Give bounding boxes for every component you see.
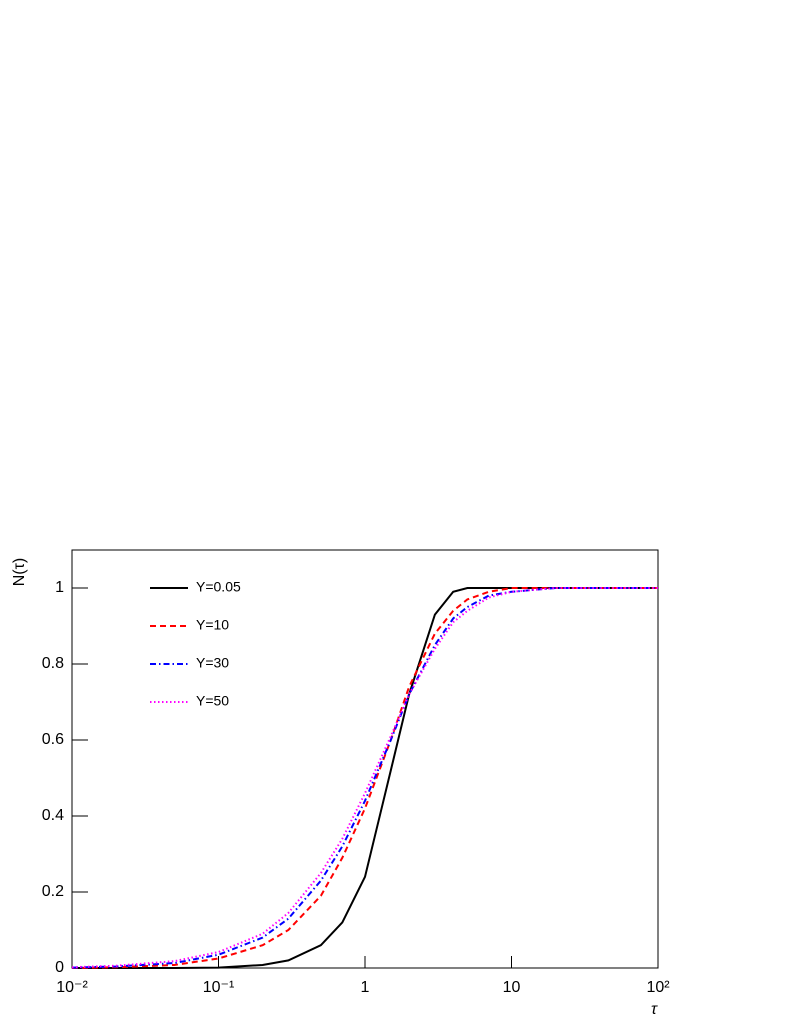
x-tick-label: 1 bbox=[361, 979, 370, 996]
y-tick-label: 0.6 bbox=[42, 731, 64, 748]
series-line bbox=[71, 587, 658, 969]
y-axis-label: N(τ) bbox=[11, 558, 28, 587]
plot-frame bbox=[71, 549, 659, 969]
series-line bbox=[71, 587, 658, 969]
legend-label: Y=0.05 bbox=[196, 579, 241, 595]
y-tick-label: 0.2 bbox=[42, 883, 64, 900]
x-axis-label: τ bbox=[651, 1001, 658, 1018]
series-line bbox=[71, 587, 658, 969]
x-tick-label: 10² bbox=[646, 979, 670, 996]
x-tick-label: 10⁻² bbox=[56, 979, 88, 996]
x-tick-label: 10 bbox=[503, 979, 521, 996]
y-tick-label: 0.8 bbox=[42, 655, 64, 672]
legend-label: Y=30 bbox=[196, 655, 229, 671]
legend-label: Y=50 bbox=[196, 693, 229, 709]
y-tick-label: 1 bbox=[55, 579, 64, 596]
series-line bbox=[72, 587, 658, 969]
y-tick-label: 0 bbox=[55, 959, 64, 976]
legend-label: Y=10 bbox=[196, 617, 229, 633]
x-tick-label: 10⁻¹ bbox=[203, 979, 235, 996]
y-tick-label: 0.4 bbox=[42, 807, 64, 824]
